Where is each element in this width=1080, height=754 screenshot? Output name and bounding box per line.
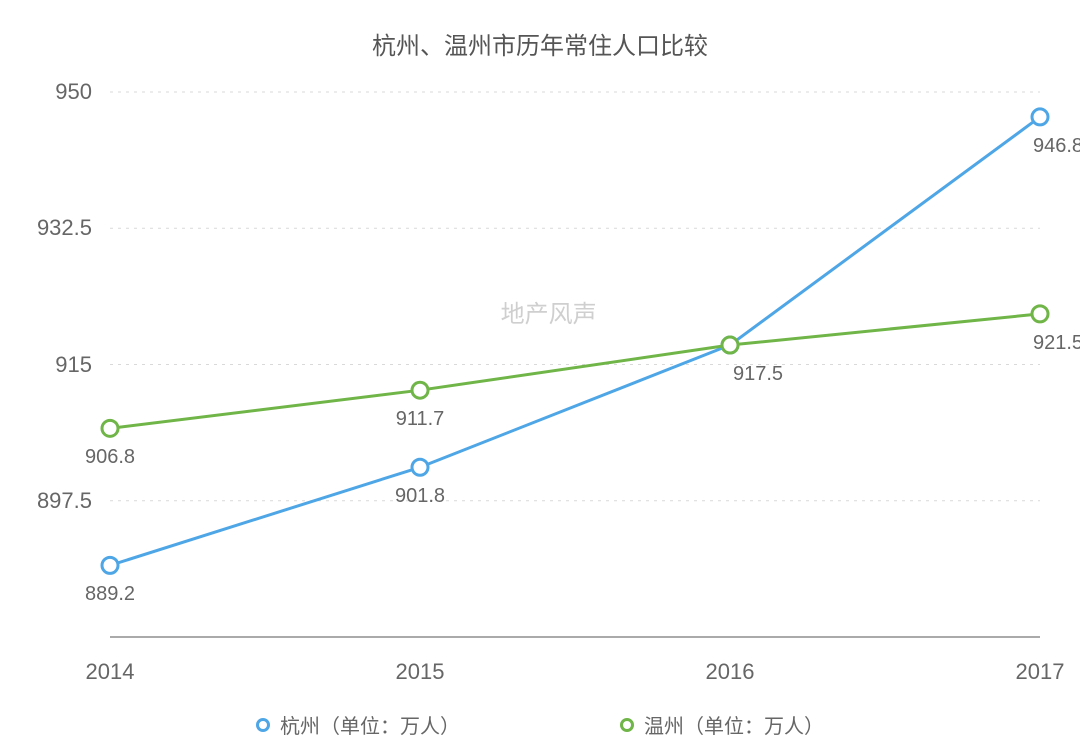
plot-area <box>110 92 1040 637</box>
y-tick-label: 915 <box>0 352 92 378</box>
chart-container: 杭州、温州市历年常住人口比较 地产风声 杭州（单位：万人）温州（单位：万人） 8… <box>0 0 1080 754</box>
chart-title: 杭州、温州市历年常住人口比较 <box>0 26 1080 61</box>
x-tick-label: 2014 <box>86 659 135 685</box>
y-tick-label: 950 <box>0 79 92 105</box>
legend-marker-icon <box>620 718 634 732</box>
data-point-label: 921.5 <box>1033 332 1080 355</box>
legend-marker-icon <box>256 718 270 732</box>
chart-svg <box>110 92 1040 637</box>
x-tick-label: 2015 <box>396 659 445 685</box>
legend-label: 杭州（单位：万人） <box>280 710 460 739</box>
data-point-label: 901.8 <box>395 485 445 508</box>
y-tick-label: 932.5 <box>0 215 92 241</box>
x-tick-label: 2017 <box>1016 659 1065 685</box>
data-point-label: 906.8 <box>85 446 135 469</box>
data-point-label: 889.2 <box>85 583 135 606</box>
data-point-label: 917.5 <box>733 363 783 386</box>
legend: 杭州（单位：万人） 温州（单位：万人） <box>0 710 1080 739</box>
data-point-label: 946.8 <box>1033 135 1080 158</box>
y-tick-label: 897.5 <box>0 488 92 514</box>
x-tick-label: 2016 <box>706 659 755 685</box>
data-point-label: 911.7 <box>396 408 445 431</box>
legend-item: 温州（单位：万人） <box>620 710 824 739</box>
legend-label: 温州（单位：万人） <box>644 710 824 739</box>
legend-item: 杭州（单位：万人） <box>256 710 460 739</box>
